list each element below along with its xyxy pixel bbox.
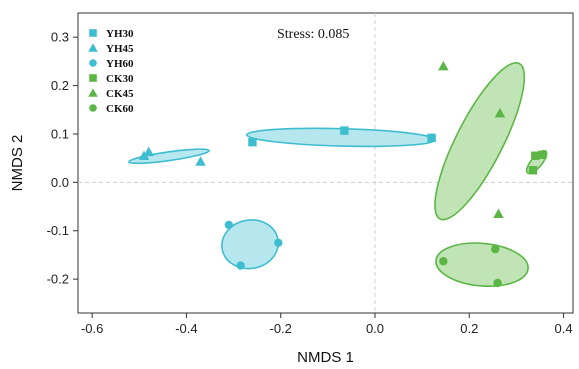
- x-tick-label: 0.2: [460, 321, 478, 336]
- x-axis-title: NMDS 1: [297, 349, 354, 366]
- x-tick-label: 0.0: [366, 321, 384, 336]
- point-ck45: [438, 60, 449, 71]
- legend-marker-yh30: [89, 29, 97, 37]
- axes: -0.6 -0.4 -0.2 0.0 0.2 0.4 -0.2 -0.1 0.0 0.1 0.2 0.…: [47, 30, 573, 336]
- legend-label-ck45: CK45: [106, 88, 134, 100]
- legend-marker-ck45: [88, 88, 98, 97]
- y-tick-label: 0.0: [51, 175, 69, 190]
- point-yh30: [340, 126, 349, 135]
- point-ck30: [531, 151, 540, 160]
- point-ck45: [493, 208, 504, 219]
- point-yh30: [427, 133, 436, 143]
- point-ck30: [538, 150, 547, 159]
- point-ck60: [491, 244, 500, 254]
- point-yh60: [224, 220, 234, 230]
- point-yh45: [195, 156, 206, 166]
- x-tick-label: -0.6: [81, 321, 103, 336]
- legend-label-ck60: CK60: [106, 103, 134, 115]
- point-ck60: [439, 257, 448, 266]
- legend-marker-yh45: [88, 43, 98, 52]
- y-tick-label: 0.2: [51, 78, 69, 93]
- y-tick-label: -0.1: [47, 223, 69, 238]
- point-ck45: [494, 107, 506, 118]
- point-layer: [138, 60, 547, 288]
- y-tick-label: -0.2: [47, 272, 69, 287]
- point-yh60: [236, 261, 245, 270]
- ellipse-ck60: [435, 242, 529, 288]
- point-yh45: [143, 146, 154, 157]
- legend-label-yh60: YH60: [106, 58, 134, 70]
- legend: YH30 YH45 YH60 CK30 CK45 CK60: [88, 28, 134, 115]
- y-tick-label: 0.1: [51, 126, 69, 141]
- ellipse-ck45: [434, 62, 526, 221]
- legend-marker-yh60: [89, 59, 97, 67]
- legend-marker-ck60: [89, 104, 97, 112]
- legend-label-yh45: YH45: [106, 43, 134, 55]
- legend-marker-ck30: [89, 74, 97, 82]
- y-axis-title: NMDS 2: [9, 135, 26, 192]
- legend-label-yh30: YH30: [106, 28, 134, 40]
- legend-label-ck30: CK30: [106, 73, 134, 85]
- point-ck60: [493, 278, 502, 288]
- x-tick-label: -0.4: [175, 321, 197, 336]
- y-tick-label: 0.3: [51, 30, 69, 45]
- x-tick-label: -0.2: [270, 321, 292, 336]
- point-yh60: [274, 238, 283, 248]
- stress-annotation: Stress: 0.085: [277, 27, 349, 42]
- x-tick-label: 0.4: [555, 321, 573, 336]
- ellipse-layer: [128, 62, 548, 288]
- point-ck30: [528, 166, 538, 175]
- point-yh30: [248, 137, 257, 147]
